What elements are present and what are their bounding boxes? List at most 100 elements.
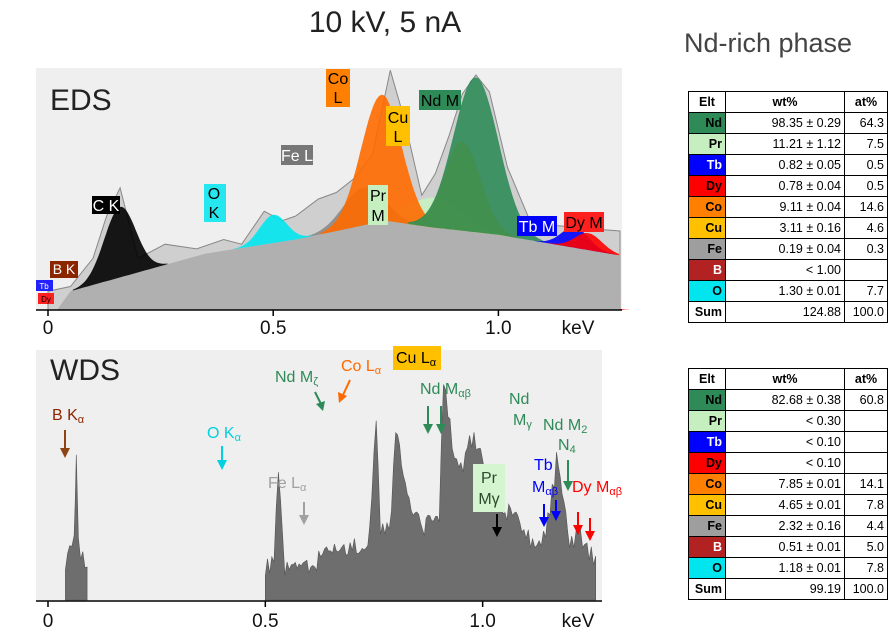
element-cell: Nd — [688, 389, 726, 411]
svg-text:M: M — [371, 208, 384, 225]
wt-cell: 4.65 ± 0.01 — [725, 494, 845, 516]
wds-row-o: O 1.18 ± 0.01 7.8 — [688, 557, 888, 579]
wt-cell: 0.78 ± 0.04 — [725, 175, 845, 197]
wds-label-prmg: Pr Mγ — [473, 464, 505, 537]
element-cell: O — [688, 280, 726, 302]
svg-text:Fe Lα: Fe Lα — [268, 475, 307, 494]
at-cell — [844, 410, 888, 432]
wt-cell: 0.19 ± 0.04 — [725, 238, 845, 260]
svg-text:N4: N4 — [558, 437, 576, 456]
figure-subtitle: Nd-rich phase — [684, 28, 852, 58]
wds-x-label: keV — [562, 611, 595, 632]
wt-cell: 1.30 ± 0.01 — [725, 280, 845, 302]
wds-row-fe: Fe 2.32 ± 0.16 4.4 — [688, 515, 888, 537]
svg-text:Mγ: Mγ — [478, 491, 499, 508]
eds-label-co: Co L — [326, 69, 350, 107]
wds-panel-label: WDS — [50, 354, 120, 387]
wt-cell: 9.11 ± 0.04 — [725, 196, 845, 218]
element-cell: Pr — [688, 133, 726, 155]
eds-peak-c-k — [72, 206, 168, 291]
wds-row-tb: Tb < 0.10 — [688, 431, 888, 453]
svg-text:Cu: Cu — [388, 110, 408, 127]
wds-tick-label: 0 — [43, 611, 54, 632]
eds-tick-label: 0.5 — [260, 318, 286, 339]
element-cell: Nd — [688, 112, 726, 134]
svg-text:Dy Mαβ: Dy Mαβ — [572, 479, 622, 498]
at-cell — [844, 431, 888, 453]
eds-peak-dy-m — [547, 233, 629, 310]
svg-text:Mγ: Mγ — [513, 412, 532, 431]
svg-text:Nd: Nd — [509, 391, 529, 408]
wds-spectrum-segment — [265, 384, 596, 601]
eds-row-fe: Fe 0.19 ± 0.04 0.3 — [688, 238, 888, 260]
at-cell: 100.0 — [844, 578, 888, 600]
eds-panel: EDS 0 0.5 1.0 keV C K B K Tb Dy O K Fe L — [36, 68, 629, 339]
wt-cell: < 0.10 — [725, 452, 845, 474]
wds-label-col: Co Lα — [338, 358, 382, 403]
eds-ticks: 0 0.5 1.0 — [43, 310, 512, 339]
eds-label-ck: C K — [92, 196, 120, 215]
eds-label-dym: Dy M — [564, 212, 604, 232]
element-cell: Cu — [688, 494, 726, 516]
wds-marks — [65, 384, 596, 601]
at-cell: 4.4 — [844, 515, 888, 537]
eds-peak-nd-m — [408, 77, 544, 243]
at-cell: 14.1 — [844, 473, 888, 495]
eds-background-continuum — [57, 220, 620, 310]
svg-text:Pr: Pr — [481, 470, 498, 487]
svg-text:Nd M: Nd M — [421, 93, 459, 110]
wds-row-nd: Nd 82.68 ± 0.38 60.8 — [688, 389, 888, 411]
svg-text:Pr: Pr — [370, 188, 387, 205]
wds-tick-label: 1.0 — [469, 611, 495, 632]
wds-row-cu: Cu 4.65 ± 0.01 7.8 — [688, 494, 888, 516]
eds-tick-label: 1.0 — [485, 318, 511, 339]
wds-table-body: Nd 82.68 ± 0.38 60.8 Pr < 0.30 Tb < 0.10 Dy < 0.… — [688, 389, 888, 600]
eds-tick-label: 0 — [43, 318, 54, 339]
eds-panel-label: EDS — [50, 84, 112, 117]
eds-row-co: Co 9.11 ± 0.04 14.6 — [688, 196, 888, 218]
wds-panel: WDS 0 0.5 1.0 keV B Kα O Kα Fe Lα Nd Mζ Co… — [36, 346, 622, 632]
element-cell: Co — [688, 196, 726, 218]
svg-text:Dy M: Dy M — [565, 215, 602, 232]
at-cell: 7.8 — [844, 494, 888, 516]
at-cell: 0.5 — [844, 175, 888, 197]
svg-text:Dy: Dy — [41, 295, 51, 304]
wds-label-ok: O Kα — [207, 425, 242, 470]
eds-row-o: O 1.30 ± 0.01 7.7 — [688, 280, 888, 302]
eds-label-dy: Dy — [38, 293, 54, 304]
header-element: Elt — [688, 91, 726, 113]
svg-text:B K: B K — [53, 261, 76, 277]
svg-text:Cu Lα: Cu Lα — [396, 350, 437, 369]
header-wt: wt% — [725, 91, 845, 113]
eds-row-b: B < 1.00 — [688, 259, 888, 281]
svg-text:L: L — [394, 129, 403, 146]
element-cell: Co — [688, 473, 726, 495]
at-cell: 7.7 — [844, 280, 888, 302]
svg-text:L: L — [334, 90, 343, 107]
svg-text:Tb M: Tb M — [519, 219, 555, 236]
wt-cell: 124.88 — [725, 301, 845, 323]
wds-label-ndmz: Nd Mζ — [275, 369, 325, 411]
eds-label-cu: Cu L — [386, 106, 410, 146]
wds-label-dym: Dy Mαβ — [572, 479, 622, 541]
svg-text:Tb: Tb — [39, 282, 49, 291]
wt-cell: < 0.10 — [725, 431, 845, 453]
wt-cell: 82.68 ± 0.38 — [725, 389, 845, 411]
svg-text:Co: Co — [328, 71, 349, 88]
table-header-row: Elt wt% at% — [688, 91, 888, 113]
element-cell: Tb — [688, 431, 726, 453]
wt-cell: 98.35 ± 0.29 — [725, 112, 845, 134]
wt-cell: 3.11 ± 0.16 — [725, 217, 845, 239]
element-cell: Tb — [688, 154, 726, 176]
at-cell: 4.6 — [844, 217, 888, 239]
svg-text:Mαβ: Mαβ — [532, 479, 558, 498]
wt-cell: 1.18 ± 0.01 — [725, 557, 845, 579]
at-cell: 7.8 — [844, 557, 888, 579]
header-at: at% — [844, 368, 888, 390]
eds-label-tb: Tb — [36, 280, 53, 291]
element-cell: Pr — [688, 410, 726, 432]
eds-label-fel: Fe L — [281, 145, 313, 165]
element-cell: Cu — [688, 217, 726, 239]
element-cell: B — [688, 536, 726, 558]
element-cell: Dy — [688, 452, 726, 474]
